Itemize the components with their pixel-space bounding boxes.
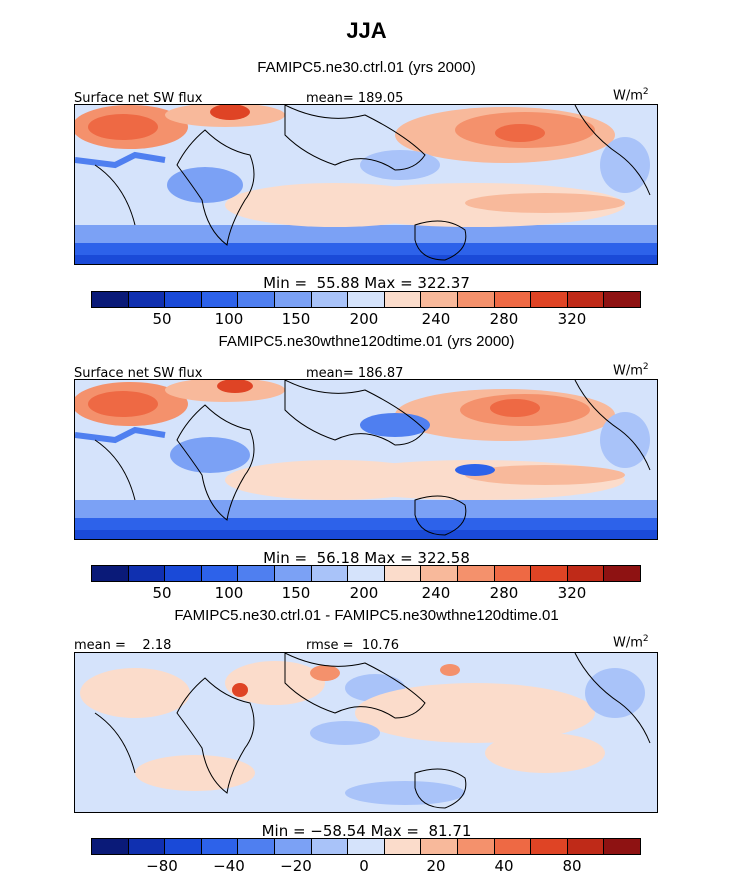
colorbar-1-bin <box>201 292 239 307</box>
panel-1-tick: 150 <box>281 310 311 328</box>
colorbar-1-bin <box>311 292 349 307</box>
panel-1-units: W/m2 <box>613 87 649 104</box>
colorbar-2-bin <box>274 566 312 581</box>
colorbar-3-bin <box>567 839 605 854</box>
colorbar-3-bin <box>274 839 312 854</box>
panel-3-tick: 80 <box>562 857 582 875</box>
colorbar-1-bin <box>165 292 202 307</box>
panel-1-mean-label: mean= 189.05 <box>306 91 404 106</box>
colorbar-1-bin <box>238 292 275 307</box>
panel-2-variable-label: Surface net SW flux <box>74 366 203 381</box>
colorbar-3-bin <box>201 839 239 854</box>
colorbar-1-bin <box>604 292 640 307</box>
panel-2-minmax: Min = 56.18 Max = 322.58 <box>263 549 470 567</box>
colorbar-1-bin <box>457 292 495 307</box>
colorbar-2-bin <box>311 566 349 581</box>
colorbar-3-bin <box>311 839 349 854</box>
colorbar-3-bin <box>421 839 458 854</box>
colorbar-2-bin <box>494 566 532 581</box>
panel-3-field <box>75 653 657 812</box>
panel-3-tick: 40 <box>494 857 514 875</box>
panel-3-case-title: FAMIPC5.ne30.ctrl.01 - FAMIPC5.ne30wthne… <box>174 607 559 624</box>
panel-2-tick: 240 <box>421 584 451 602</box>
colorbar-2-bin <box>604 566 640 581</box>
panel-2-field <box>75 380 657 539</box>
panel-2-tick: 280 <box>489 584 519 602</box>
panel-2-tick: 320 <box>557 584 587 602</box>
panel-2-tick: 50 <box>152 584 172 602</box>
colorbar-2-bin <box>128 566 166 581</box>
panel-2-mean-label: mean= 186.87 <box>306 366 404 381</box>
colorbar-2-bin <box>384 566 422 581</box>
panel-3-tick: −40 <box>213 857 245 875</box>
colorbar-1-bin <box>421 292 458 307</box>
panel-3-rmse-label: rmse = 10.76 <box>306 638 400 653</box>
colorbar-2-bin <box>421 566 458 581</box>
colorbar-3-bin <box>92 839 129 854</box>
colorbar-2-bin <box>92 566 129 581</box>
panel-3-colorbar <box>91 838 641 855</box>
panel-3-tick: −80 <box>146 857 178 875</box>
panel-1-tick: 100 <box>214 310 244 328</box>
colorbar-3-bin <box>494 839 532 854</box>
colorbar-3-bin <box>604 839 640 854</box>
colorbar-2-bin <box>165 566 202 581</box>
colorbar-1-bin <box>567 292 605 307</box>
colorbar-3-bin <box>531 839 568 854</box>
panel-1-tick: 200 <box>349 310 379 328</box>
panel-2-colorbar <box>91 565 641 582</box>
colorbar-3-bin <box>348 839 385 854</box>
colorbar-3-bin <box>128 839 166 854</box>
colorbar-2-bin <box>238 566 275 581</box>
colorbar-3-bin <box>165 839 202 854</box>
panel-2-map <box>74 379 658 540</box>
colorbar-3-bin <box>457 839 495 854</box>
panel-3-mean-label: mean = 2.18 <box>74 638 172 653</box>
panel-2-units: W/m2 <box>613 362 649 379</box>
colorbar-2-bin <box>348 566 385 581</box>
panel-2-tick: 100 <box>214 584 244 602</box>
panel-1-field <box>75 105 657 264</box>
panel-1-variable-label: Surface net SW flux <box>74 91 203 106</box>
panel-1-tick: 280 <box>489 310 519 328</box>
colorbar-2-bin <box>531 566 568 581</box>
colorbar-1-bin <box>128 292 166 307</box>
colorbar-1-bin <box>348 292 385 307</box>
panel-2-case-title: FAMIPC5.ne30wthne120dtime.01 (yrs 2000) <box>218 333 515 350</box>
colorbar-3-bin <box>238 839 275 854</box>
panel-3-map <box>74 652 658 813</box>
colorbar-2-bin <box>201 566 239 581</box>
colorbar-1-bin <box>494 292 532 307</box>
panel-1-tick: 320 <box>557 310 587 328</box>
panel-1-colorbar <box>91 291 641 308</box>
colorbar-1-bin <box>92 292 129 307</box>
panel-2-tick: 200 <box>349 584 379 602</box>
panel-3-tick: −20 <box>280 857 312 875</box>
panel-1-map <box>74 104 658 265</box>
panel-1-minmax: Min = 55.88 Max = 322.37 <box>263 274 470 292</box>
colorbar-1-bin <box>531 292 568 307</box>
colorbar-1-bin <box>274 292 312 307</box>
panel-1-case-title: FAMIPC5.ne30.ctrl.01 (yrs 2000) <box>257 59 476 76</box>
colorbar-2-bin <box>567 566 605 581</box>
panel-3-tick: 20 <box>426 857 446 875</box>
figure-title: JJA <box>346 18 387 43</box>
panel-3-minmax: Min = −58.54 Max = 81.71 <box>261 822 472 840</box>
panel-1-tick: 50 <box>152 310 172 328</box>
colorbar-2-bin <box>457 566 495 581</box>
panel-2-tick: 150 <box>281 584 311 602</box>
panel-1-tick: 240 <box>421 310 451 328</box>
colorbar-3-bin <box>384 839 422 854</box>
panel-3-tick: 0 <box>359 857 369 875</box>
colorbar-1-bin <box>384 292 422 307</box>
panel-3-units: W/m2 <box>613 634 649 651</box>
